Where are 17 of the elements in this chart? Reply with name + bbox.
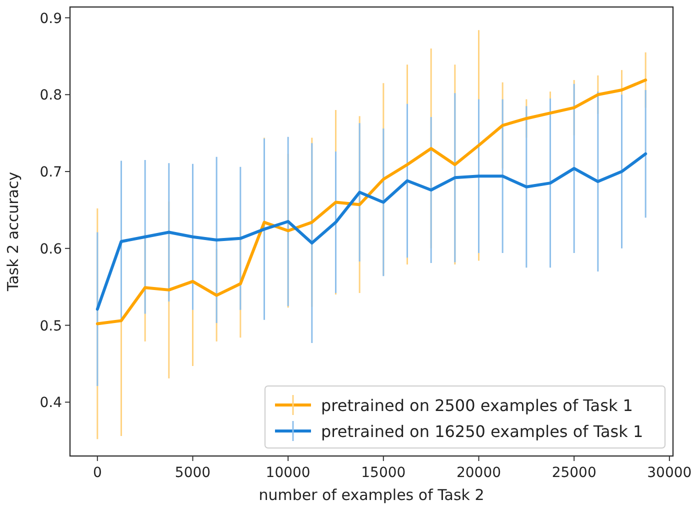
legend-label: pretrained on 16250 examples of Task 1 (321, 422, 644, 441)
y-tick-label: 0.7 (40, 164, 62, 181)
x-tick-label: 0 (92, 465, 102, 481)
legend-label: pretrained on 2500 examples of Task 1 (321, 396, 633, 415)
y-tick-label: 0.5 (40, 318, 62, 334)
x-tick-label: 20000 (456, 465, 502, 481)
y-tick-label: 0.9 (40, 10, 62, 27)
y-tick-label: 0.4 (40, 395, 62, 412)
y-tick-label: 0.8 (40, 88, 62, 104)
y-axis-title: Task 2 accuracy (4, 172, 22, 292)
x-tick-label: 30000 (647, 465, 692, 481)
x-axis-title: number of examples of Task 2 (258, 486, 484, 504)
x-tick-label: 10000 (266, 465, 310, 481)
x-tick-label: 15000 (361, 465, 406, 481)
x-tick-label: 25000 (552, 465, 596, 481)
y-tick-label: 0.6 (40, 241, 62, 258)
x-tick-label: 5000 (174, 465, 211, 481)
